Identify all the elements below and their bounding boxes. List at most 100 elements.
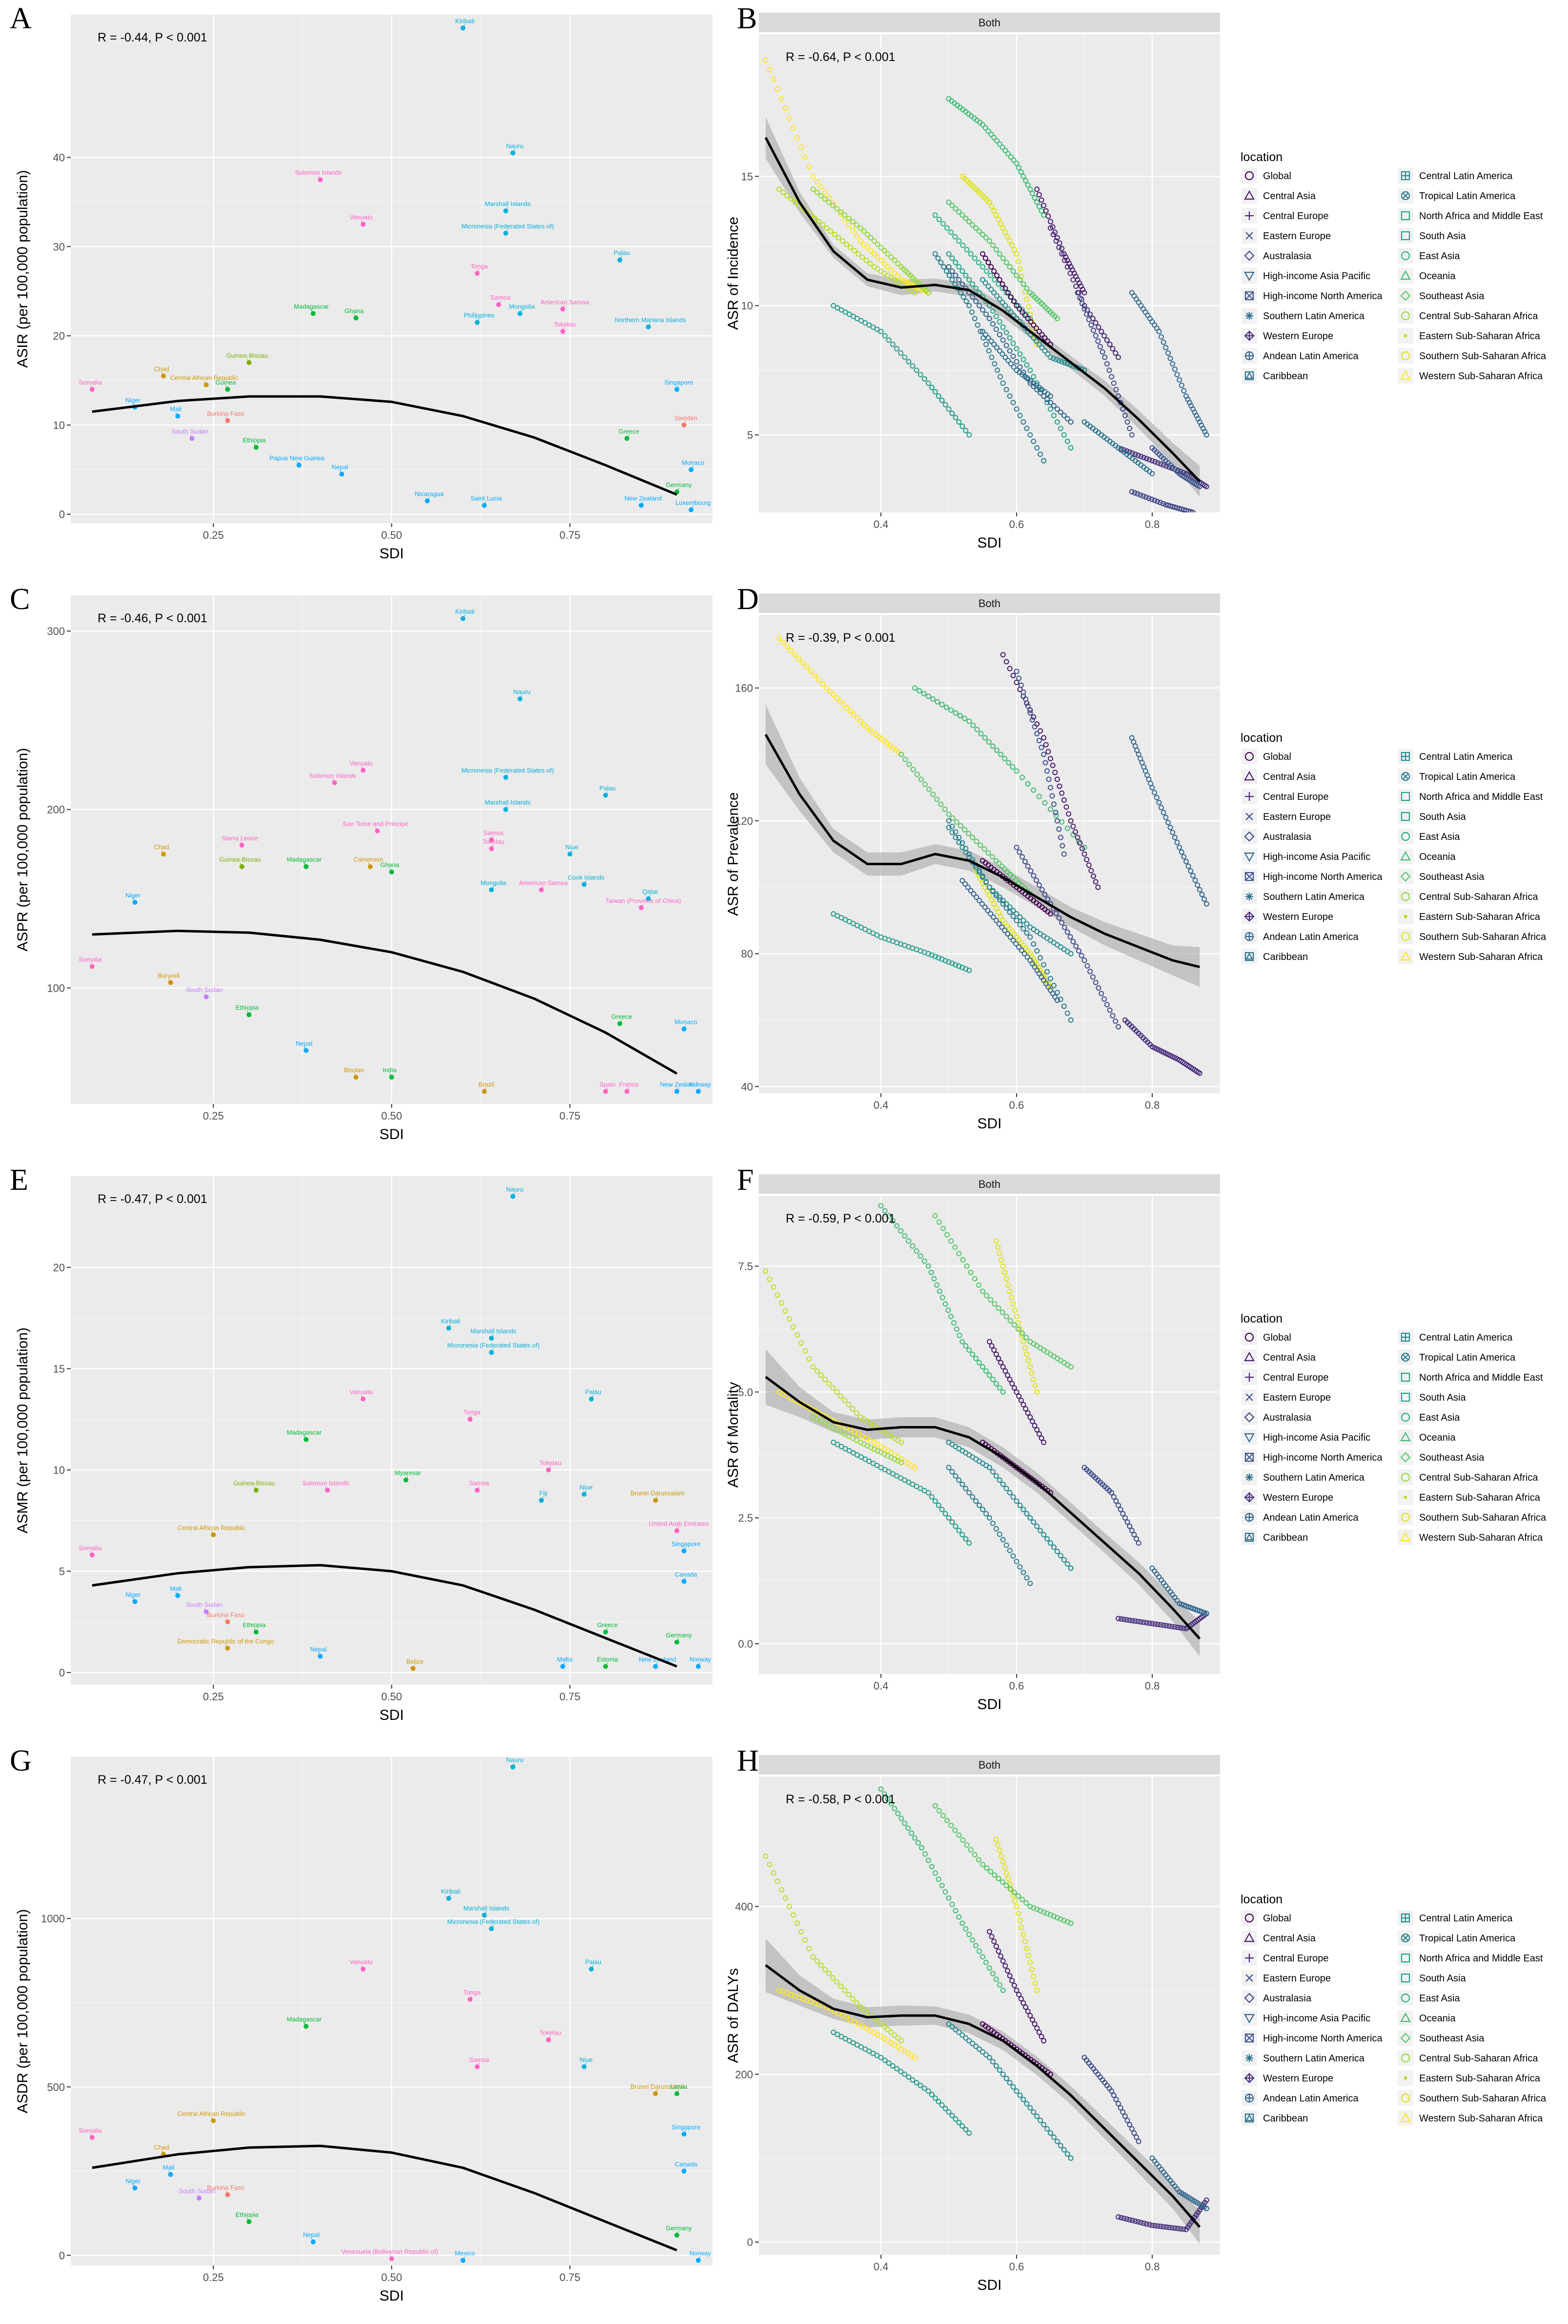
series-point-eastern-sub-saharan-africa: [791, 1912, 796, 1918]
country-label-kiribati: Kiribati: [441, 1888, 461, 1895]
series-point-central-asia: [991, 1938, 997, 1944]
y-axis-title: ASR of Incidence: [725, 217, 741, 330]
series-point-eastern-europe: [1045, 896, 1051, 902]
country-point-tokelau: [560, 328, 566, 334]
series-point-global: [1019, 309, 1025, 315]
x-tick-label: 0.75: [559, 2271, 580, 2283]
series-point-south-asia: [831, 1439, 836, 1445]
legend-entry-central-europe: Central Europe: [1242, 208, 1329, 224]
series-point-tropical-latin-america: [1014, 406, 1019, 412]
country-label-marshall-islands: Marshall Islands: [463, 1904, 509, 1912]
confidence-band: [765, 1938, 1200, 2244]
series-point-oceania: [910, 1243, 916, 1249]
legend-entry-central-asia: Central Asia: [1242, 1930, 1316, 1946]
series-point-global: [1005, 290, 1011, 296]
legend-entry-australasia: Australasia: [1242, 829, 1312, 844]
legend-key-bg: [1242, 2110, 1257, 2126]
series-point-eastern-europe: [1129, 1528, 1135, 1533]
legend-entry-tropical-latin-america: Tropical Latin America: [1398, 1930, 1516, 1946]
legend-key-shape: [1245, 312, 1253, 320]
legend-key-shape: [1245, 1393, 1253, 1401]
series-point-central-europe: [1067, 270, 1073, 276]
series-point-tropical-latin-america: [1014, 917, 1019, 923]
series-point-central-asia: [1016, 1393, 1022, 1399]
series-point-australasia: [1152, 497, 1158, 503]
series-point-western-sub-saharan-africa: [855, 2021, 861, 2027]
series-point-southern-sub-saharan-africa: [1017, 266, 1023, 272]
series-point-north-africa-and-middle-east: [1003, 329, 1009, 335]
series-point-eastern-europe: [1087, 968, 1093, 974]
series-point-central-asia: [1007, 1973, 1013, 1978]
series-point-southeast-asia: [1016, 1326, 1021, 1332]
legend-key-bg: [1242, 1329, 1257, 1345]
country-point-central-african-republic: [204, 382, 209, 387]
series-point-south-asia: [949, 1519, 955, 1525]
legend-entry-east-asia: East Asia: [1398, 829, 1460, 844]
series-point-southern-sub-saharan-africa: [1002, 1269, 1008, 1275]
series-point-southeast-asia: [953, 206, 958, 212]
series-point-tropical-latin-america: [987, 1515, 992, 1521]
country-point-vanuatu: [361, 222, 366, 227]
confidence-band: [765, 1349, 1200, 1656]
series-point-central-latin-america: [973, 2043, 979, 2049]
series-point-central-asia: [1068, 818, 1074, 824]
series-point-oceania: [909, 1830, 915, 1836]
series-point-high-income-asia-pacific: [1156, 800, 1162, 806]
series-point-oceania: [921, 691, 927, 696]
correlation-annotation: R = -0.64, P < 0.001: [786, 50, 896, 64]
series-point-central-latin-america: [1059, 359, 1065, 365]
country-point-qatar: [646, 896, 651, 901]
x-tick-label: 0.50: [381, 1691, 402, 1703]
facet-strip-label: Both: [978, 1178, 1000, 1190]
series-point-central-asia: [1011, 1385, 1017, 1391]
legend-label: Eastern Sub-Saharan Africa: [1419, 912, 1541, 922]
series-point-central-latin-america: [1008, 309, 1014, 315]
series-point-southern-sub-saharan-africa: [1003, 1276, 1009, 1282]
country-point-madagascar: [304, 1437, 309, 1442]
x-tick-label: 0.4: [874, 518, 889, 530]
series-point-southeast-asia: [1019, 1330, 1025, 1336]
series-point-andean-latin-america: [977, 897, 982, 903]
series-point-central-latin-america: [966, 2038, 972, 2044]
series-point-south-asia: [939, 1507, 945, 1512]
series-point-southern-sub-saharan-africa: [1022, 1938, 1028, 1944]
series-point-central-sub-saharan-africa: [871, 238, 877, 244]
series-point-central-latin-america: [953, 835, 958, 840]
series-point-high-income-north-america: [1051, 801, 1057, 807]
y-tick-label: 100: [47, 982, 65, 994]
series-point-south-asia: [906, 1479, 912, 1485]
country-label-madagascar: Madagascar: [286, 1429, 322, 1436]
series-point-western-europe: [1203, 2197, 1209, 2203]
series-point-tropical-latin-america: [946, 818, 952, 824]
series-point-eastern-sub-saharan-africa: [798, 1929, 804, 1935]
series-point-southeast-asia: [1007, 1886, 1013, 1892]
country-label-south-sudan: South Sudan: [186, 1601, 223, 1609]
series-point-north-africa-and-middle-east: [1058, 426, 1063, 431]
series-point-central-asia: [1054, 776, 1060, 782]
series-point-oceania: [954, 1326, 959, 1332]
series-point-southeast-asia: [960, 1837, 966, 1843]
series-point-east-asia: [984, 268, 990, 274]
series-point-southeast-asia: [956, 1251, 962, 1257]
series-point-south-asia: [956, 419, 962, 425]
series-point-tropical-latin-america: [959, 1481, 965, 1487]
series-point-oceania: [973, 1943, 979, 1949]
series-point-southeast-asia: [1023, 1335, 1029, 1341]
series-point-south-asia: [862, 320, 868, 326]
country-label-vanuatu: Vanuatu: [349, 1958, 372, 1966]
series-point-southern-sub-saharan-africa: [1019, 1924, 1025, 1930]
series-point-tropical-latin-america: [952, 281, 958, 287]
series-point-high-income-asia-pacific: [1179, 849, 1184, 855]
country-point-greece: [617, 1021, 623, 1026]
series-point-eastern-sub-saharan-africa: [898, 1439, 904, 1445]
country-point-south-sudan: [189, 436, 195, 441]
series-point-central-latin-america: [1000, 1481, 1006, 1487]
series-point-central-europe: [1087, 311, 1093, 317]
series-point-tropical-latin-america: [941, 264, 947, 270]
series-point-western-europe: [1175, 2225, 1181, 2231]
series-point-southeast-asia: [980, 1288, 986, 1294]
series-point-eastern-europe: [1079, 301, 1085, 306]
series-point-southern-sub-saharan-africa: [1016, 259, 1021, 265]
series-point-high-income-asia-pacific: [1152, 790, 1158, 795]
series-point-south-asia: [882, 2058, 888, 2063]
